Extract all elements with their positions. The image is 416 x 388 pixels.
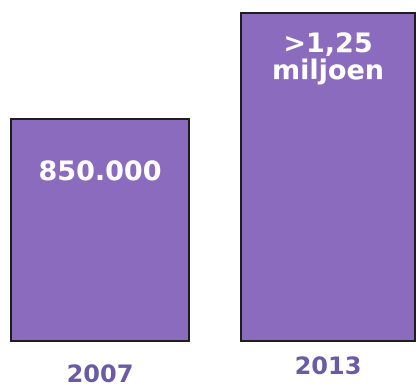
bar-2013: >1,25 miljoen [240,12,416,342]
data-label-line: >1,25 [283,28,373,59]
x-tick-label-2013: 2013 [294,352,362,380]
x-tick-label-2007: 2007 [66,360,134,388]
bar-2007: 850.000 [10,118,190,342]
data-label-2013: >1,25 miljoen [242,30,414,84]
data-label-line: 850.000 [38,156,162,187]
data-label-2007: 850.000 [12,158,188,185]
data-label-line: miljoen [272,55,384,86]
